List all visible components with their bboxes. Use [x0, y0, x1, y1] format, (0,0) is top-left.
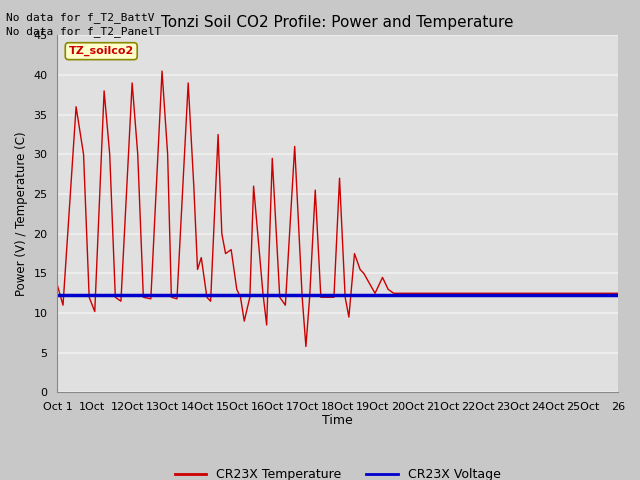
Text: TZ_soilco2: TZ_soilco2 — [68, 46, 134, 56]
Y-axis label: Power (V) / Temperature (C): Power (V) / Temperature (C) — [15, 132, 28, 296]
Legend: CR23X Temperature, CR23X Voltage: CR23X Temperature, CR23X Voltage — [170, 463, 506, 480]
Title: Tonzi Soil CO2 Profile: Power and Temperature: Tonzi Soil CO2 Profile: Power and Temper… — [161, 15, 514, 30]
X-axis label: Time: Time — [323, 414, 353, 427]
Text: No data for f_T2_PanelT: No data for f_T2_PanelT — [6, 26, 162, 37]
Text: No data for f_T2_BattV: No data for f_T2_BattV — [6, 12, 155, 23]
